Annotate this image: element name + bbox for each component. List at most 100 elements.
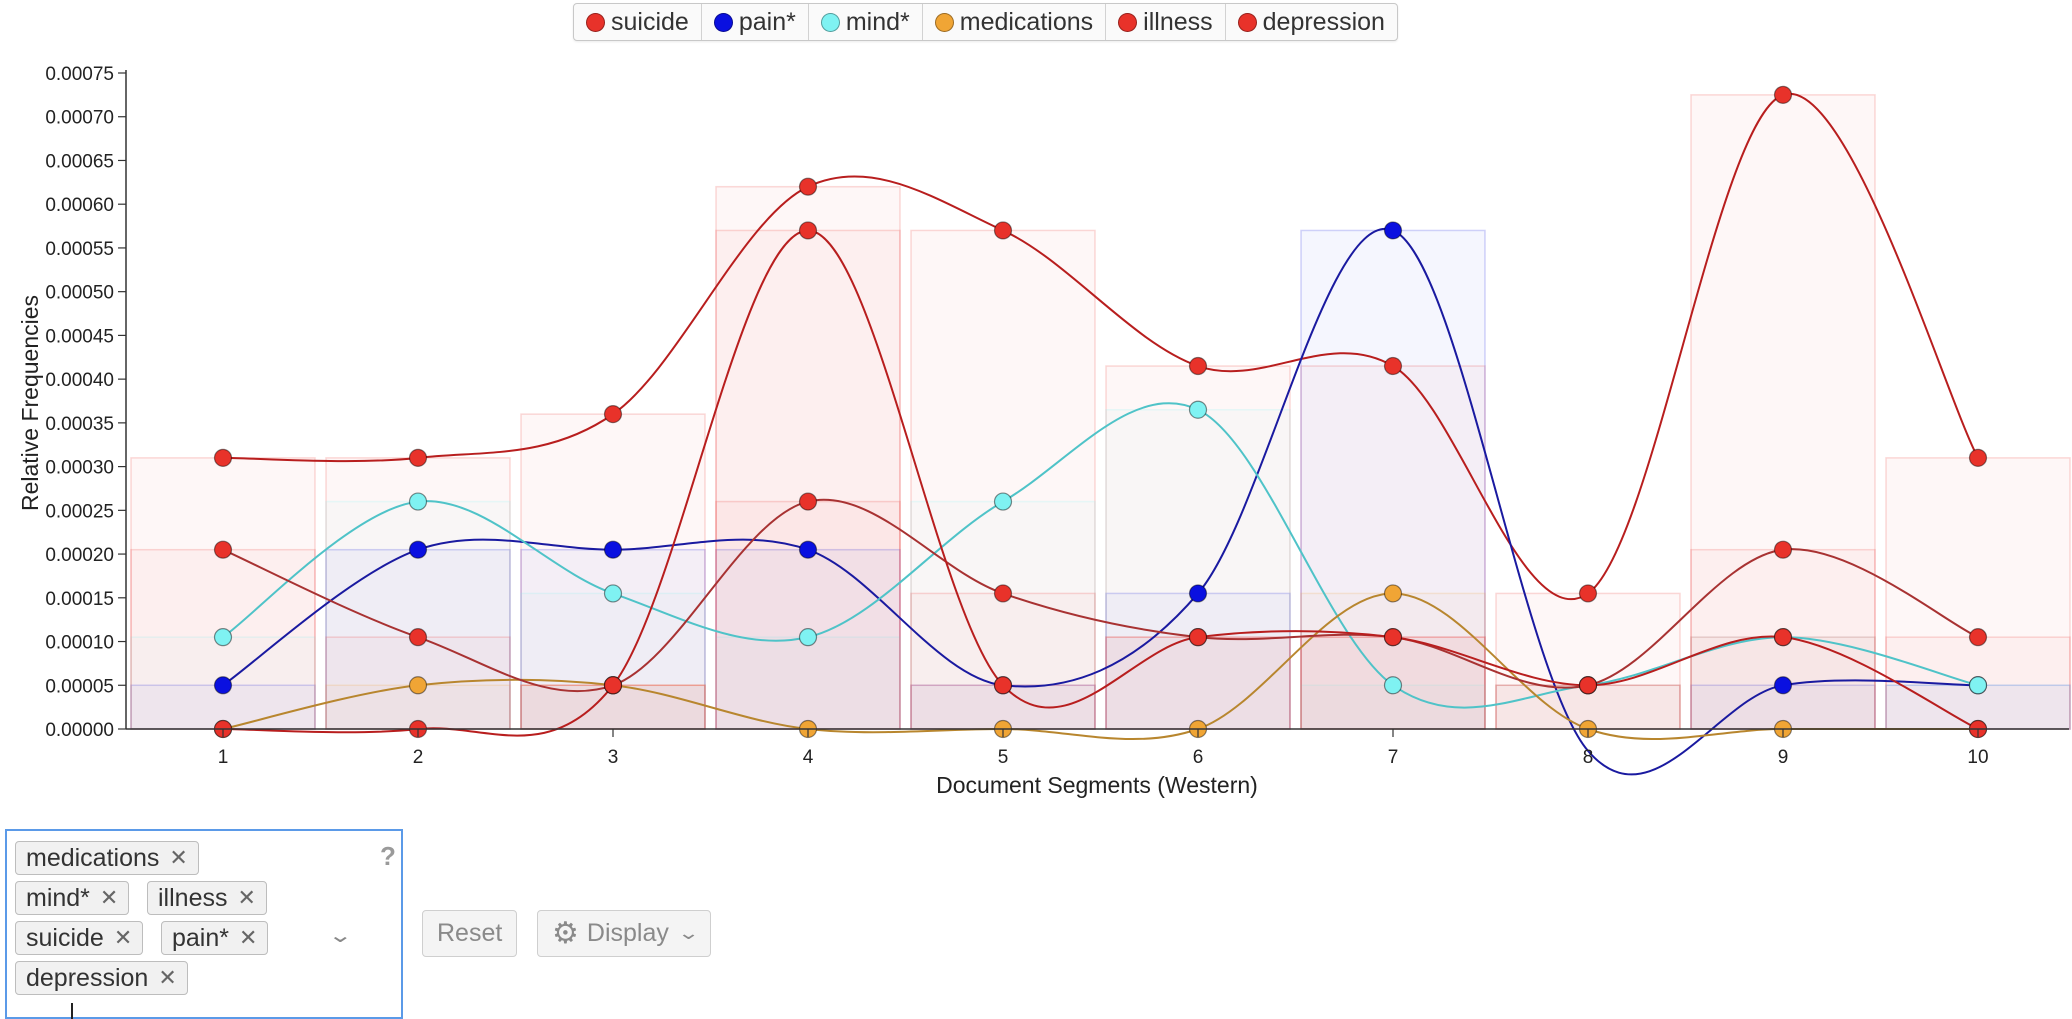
point-depression[interactable] [1578,676,1598,695]
point-depression[interactable] [1383,628,1403,647]
point-suicide[interactable] [213,448,233,467]
term-chip[interactable]: pain* ✕ [161,921,269,955]
bar-pain [520,548,706,730]
term-chip[interactable]: medications ✕ [15,841,199,875]
point-suicide[interactable] [1578,584,1598,603]
legend-item[interactable]: illness [1105,4,1224,40]
point-illness[interactable] [798,492,818,511]
point-illness[interactable] [1968,628,1988,647]
point-suicide[interactable] [1773,85,1793,104]
point-depression[interactable] [993,676,1013,695]
point-illness[interactable] [408,628,428,647]
x-tick-label: 8 [1583,747,1594,768]
term-selector[interactable]: medications ✕ mind* ✕ illness ✕ suicide … [5,829,403,1019]
point-pain[interactable] [603,540,623,559]
point-mind[interactable] [213,628,233,647]
gear-icon: ⚙ [552,917,579,950]
y-tick-label: 0.00015 [45,589,114,610]
reset-button[interactable]: Reset [422,910,518,957]
term-chip[interactable]: suicide ✕ [15,921,144,955]
legend-item[interactable]: depression [1224,4,1397,40]
term-chip-label: mind* [26,883,90,912]
point-illness[interactable] [993,584,1013,603]
point-mind[interactable] [603,584,623,603]
legend-item[interactable]: suicide [574,4,701,40]
legend-label: depression [1262,7,1385,36]
point-pain[interactable] [1383,221,1403,240]
point-suicide[interactable] [603,405,623,424]
y-tick-label: 0.00025 [45,501,114,522]
y-tick-label: 0.00040 [45,370,114,391]
x-axis-title: Document Segments (Western) [936,772,1258,798]
term-chip-label: suicide [26,923,104,952]
y-tick-label: 0.00000 [45,720,114,741]
close-icon[interactable]: ✕ [169,845,188,870]
x-axis: 1 2 3 4 5 6 7 8 9 10 [126,728,2069,768]
term-chip[interactable]: illness ✕ [147,881,267,915]
term-chip-label: pain* [172,923,229,952]
display-button[interactable]: ⚙ Display ⌄ [537,910,711,957]
bar-pain [1105,592,1291,730]
bar-suicide [1300,365,1486,730]
legend-swatch [586,12,605,32]
y-tick-label: 0.00035 [45,414,114,435]
y-tick-label: 0.00030 [45,458,114,479]
term-chip[interactable]: depression ✕ [15,961,188,995]
point-depression[interactable] [603,676,623,695]
point-suicide[interactable] [993,221,1013,240]
term-chip[interactable]: mind* ✕ [15,881,130,915]
point-medications[interactable] [408,676,428,695]
point-mind[interactable] [993,492,1013,511]
legend-swatch [1118,12,1138,32]
point-mind[interactable] [798,628,818,647]
point-suicide[interactable] [408,448,428,467]
close-icon[interactable]: ✕ [239,925,258,950]
point-mind[interactable] [1383,676,1403,695]
point-suicide[interactable] [1968,448,1988,467]
question-mark-icon[interactable]: ? [380,841,396,871]
legend-item[interactable]: pain* [700,4,808,40]
point-pain[interactable] [1188,584,1208,603]
point-suicide[interactable] [798,177,818,196]
bar-mind [1105,408,1291,730]
point-mind[interactable] [1188,400,1208,419]
close-icon[interactable]: ✕ [237,885,256,910]
point-depression[interactable] [1773,628,1793,647]
point-mind[interactable] [1968,676,1988,695]
legend-swatch [1237,12,1257,32]
x-tick-label: 2 [413,747,424,768]
close-icon[interactable]: ✕ [158,965,177,990]
y-tick-label: 0.00045 [45,326,114,347]
point-illness[interactable] [1773,540,1793,559]
close-icon[interactable]: ✕ [113,925,133,950]
legend-label: medications [959,7,1094,36]
chevron-down-icon[interactable]: ⌄ [327,925,353,947]
legend-item[interactable]: medications [921,4,1105,40]
legend-swatch [934,12,954,32]
point-pain[interactable] [408,540,428,559]
y-tick-label: 0.00050 [45,283,114,304]
y-tick-label: 0.00070 [45,108,114,129]
point-mind[interactable] [408,492,428,511]
legend-item[interactable]: mind* [807,4,922,40]
bar-depression [715,229,901,730]
reset-button-label: Reset [437,919,503,947]
y-tick-label: 0.00020 [45,545,114,566]
display-button-label: Display [586,919,669,947]
point-depression[interactable] [798,221,818,240]
x-tick-label: 4 [803,747,814,768]
point-depression[interactable] [1188,628,1208,647]
y-tick-label: 0.00005 [45,676,114,697]
point-suicide[interactable] [1188,356,1208,376]
point-pain[interactable] [798,540,818,559]
close-icon[interactable]: ✕ [99,885,119,910]
term-chip-label: medications [26,843,160,872]
point-pain[interactable] [213,676,233,695]
legend-label: illness [1143,7,1213,36]
term-chip-label: illness [158,883,228,912]
point-medications[interactable] [1383,584,1403,603]
point-suicide[interactable] [1383,356,1403,376]
point-pain[interactable] [1773,676,1793,695]
legend-swatch [820,12,840,32]
point-illness[interactable] [213,540,233,559]
